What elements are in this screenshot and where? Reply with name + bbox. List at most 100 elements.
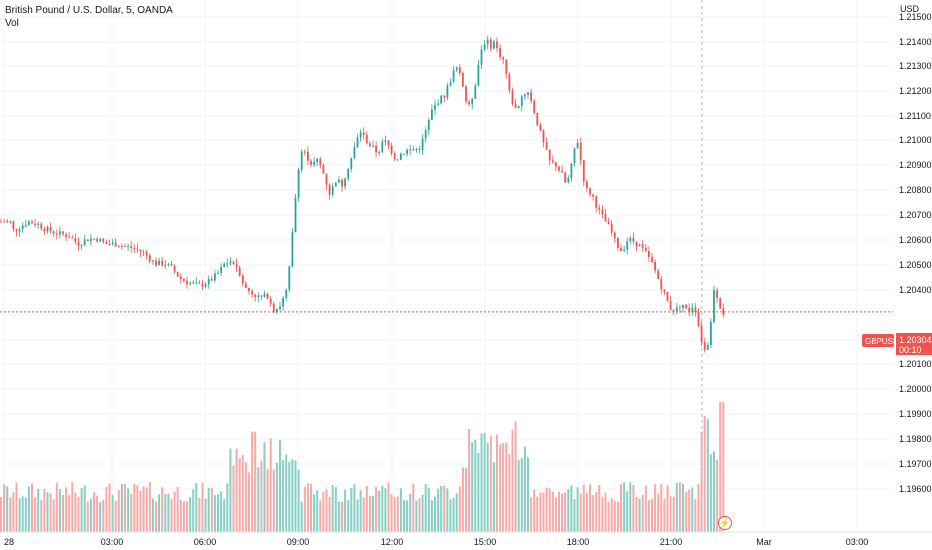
candle-body (55, 233, 58, 235)
candle-body (71, 237, 74, 239)
flash-icon[interactable]: ⚡ (718, 516, 732, 530)
volume-bar (316, 490, 319, 532)
candle-body (223, 263, 226, 267)
candle-body (186, 280, 188, 285)
volume-bar (235, 448, 238, 532)
price-axis[interactable] (893, 0, 932, 532)
volume-bar (337, 501, 340, 532)
candle-body (15, 228, 18, 232)
candle-body (483, 44, 486, 50)
candle-body (201, 283, 204, 287)
candle-body (462, 73, 464, 87)
candle-body (418, 148, 421, 151)
volume-bar (12, 492, 15, 532)
volume-bar (632, 485, 635, 532)
volume-bar (415, 500, 418, 532)
candle-body (455, 67, 458, 71)
volume-bar (604, 492, 607, 532)
candle-body (338, 179, 340, 183)
candle-body (148, 255, 151, 262)
volume-bar (496, 434, 498, 532)
volume-bar (297, 469, 300, 532)
candle-body (517, 106, 520, 109)
volume-bar (111, 494, 114, 532)
candle-body (279, 306, 281, 310)
volume-bar (412, 483, 415, 532)
candle-body (68, 237, 71, 239)
volume-bar (542, 492, 545, 532)
volume-bar (533, 489, 536, 532)
candle-body (325, 173, 328, 185)
volume-bar (257, 467, 260, 532)
time-axis[interactable]: 28 03:00 06:00 09:00 12:00 15:00 18:00 21:00 Mar… (4, 537, 868, 547)
candle-body (238, 267, 241, 276)
volume-bar (613, 500, 616, 532)
volume-bar (93, 492, 95, 532)
candle-body (558, 166, 560, 171)
volume-bar (638, 498, 641, 532)
candle-body (319, 158, 322, 166)
time-tick-label: 12:00 (381, 537, 404, 547)
volume-bar (127, 488, 130, 532)
volume-bar (331, 485, 334, 532)
volume-bar (666, 485, 669, 532)
volume-bar (319, 500, 322, 532)
candle-body (400, 154, 402, 160)
volume-bar (427, 487, 430, 532)
volume-bar (607, 501, 610, 532)
candle-body (179, 276, 182, 279)
candle-body (307, 151, 309, 161)
candle-body (415, 148, 418, 151)
candle-body (334, 182, 337, 187)
candle-body (524, 94, 526, 97)
candle-body (679, 307, 681, 309)
volume-bar (483, 432, 486, 532)
candle-body (452, 70, 455, 83)
candle-body (245, 283, 247, 288)
candle-body (291, 232, 294, 267)
symbol-price-tag: GBPUSD 1.20304 00:10 (862, 333, 932, 355)
candle-body (396, 159, 399, 161)
volume-bar (384, 488, 387, 532)
candle-body (499, 48, 501, 58)
candle-body (682, 304, 684, 308)
volume-bar (372, 495, 374, 532)
volume-bar (691, 487, 694, 532)
candle-body (623, 249, 625, 251)
candle-body (486, 39, 489, 45)
candle-body (589, 188, 591, 195)
volume-bar (176, 487, 179, 532)
volume-bar (554, 497, 557, 532)
candle-body (372, 145, 374, 147)
candle-body (176, 271, 179, 277)
candle-body (189, 283, 191, 285)
volume-bar (43, 489, 46, 532)
candle-body (564, 172, 567, 183)
time-tick-label: 06:00 (194, 537, 217, 547)
volume-bar (465, 467, 467, 532)
candle-body (632, 237, 635, 242)
volume-bar (434, 496, 436, 532)
symbol-tag-text: GBPUSD (865, 337, 899, 346)
volume-bar (238, 458, 241, 532)
volume-bar (102, 499, 105, 532)
grid-lines (0, 0, 893, 532)
volume-bar (68, 494, 71, 532)
candle-body (52, 231, 55, 234)
candle-body (648, 251, 650, 257)
candle-body (359, 132, 362, 138)
candle-body (393, 153, 396, 160)
price-tick-label: 1.21400 (899, 37, 932, 47)
candle-body (672, 309, 675, 312)
candle-body (117, 246, 120, 248)
volume-bar (356, 499, 359, 532)
candle-body (703, 342, 706, 350)
chart-title: British Pound / U.S. Dollar, 5, OANDA (5, 5, 173, 16)
candle-body (96, 238, 98, 242)
volume-bar (58, 489, 61, 532)
volume-bar (598, 484, 601, 532)
volume-bar (520, 458, 523, 532)
candle-body (108, 243, 111, 245)
candle-body (49, 227, 52, 232)
